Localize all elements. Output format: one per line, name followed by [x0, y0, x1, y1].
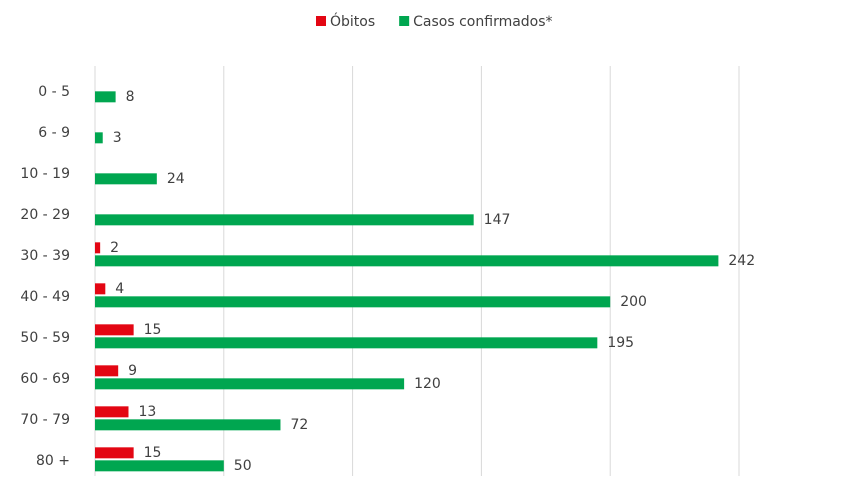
data-label: 2	[110, 240, 119, 256]
data-label: 9	[128, 363, 137, 379]
bar	[95, 91, 116, 103]
y-tick-label: 6 - 9	[38, 125, 70, 141]
data-label: 200	[620, 294, 647, 310]
bar	[95, 296, 611, 308]
data-label: 24	[167, 171, 185, 187]
data-label: 3	[113, 130, 122, 146]
y-tick-label: 20 - 29	[20, 207, 70, 223]
data-label: 50	[234, 458, 252, 474]
legend-swatch	[316, 16, 326, 26]
data-label: 120	[414, 376, 441, 392]
data-label: 8	[126, 89, 135, 105]
bar	[95, 447, 134, 459]
y-tick-label: 60 - 69	[20, 371, 70, 387]
bar	[95, 365, 119, 377]
bar	[95, 337, 598, 349]
y-tick-label: 80 +	[36, 453, 70, 469]
data-label: 242	[728, 253, 755, 269]
legend-swatch	[399, 16, 410, 26]
data-label: 15	[144, 445, 162, 461]
data-label: 195	[607, 335, 634, 351]
y-tick-label: 0 - 5	[38, 84, 70, 100]
legend-label: Óbitos	[330, 12, 375, 30]
bar	[95, 324, 134, 336]
legend-label: Casos confirmados*	[413, 14, 552, 30]
bar	[95, 406, 129, 418]
bar	[95, 283, 106, 295]
bar	[95, 173, 157, 185]
bar	[95, 242, 101, 254]
bar	[95, 378, 405, 390]
data-label: 147	[484, 212, 511, 228]
data-label: 4	[115, 281, 124, 297]
y-tick-label: 70 - 79	[20, 412, 70, 428]
bar	[95, 255, 719, 267]
y-tick-label: 10 - 19	[20, 166, 70, 182]
y-tick-label: 30 - 39	[20, 248, 70, 264]
bar	[95, 419, 281, 431]
y-tick-label: 40 - 49	[20, 289, 70, 305]
y-tick-label: 50 - 59	[20, 330, 70, 346]
bar	[95, 132, 103, 144]
data-label: 15	[144, 322, 162, 338]
bar	[95, 460, 224, 472]
data-label: 13	[138, 404, 156, 420]
bar	[95, 214, 474, 226]
data-label: 72	[290, 417, 308, 433]
